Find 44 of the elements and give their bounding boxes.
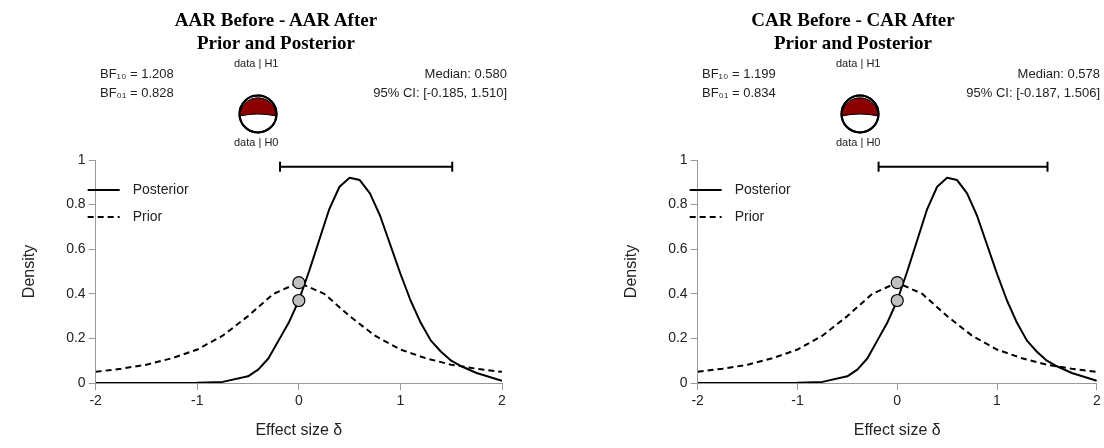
x-axis-title: Effect size δ xyxy=(853,420,941,438)
text: BF₁₀ = 1.199 xyxy=(702,66,776,81)
text: 95% CI: [-0.187, 1.506] xyxy=(966,85,1100,100)
text: data | H0 xyxy=(234,135,279,150)
y-axis-title: Density xyxy=(20,244,38,299)
x-axis-title: Effect size δ xyxy=(255,420,343,438)
chart-title: AAR Before - AAR After Prior and Posterior xyxy=(173,8,379,54)
y-tick-label: 1 xyxy=(77,150,86,167)
y-tick-label: 0.4 xyxy=(66,284,86,301)
legend-label: Posterior xyxy=(734,180,792,197)
legend-label: Posterior xyxy=(132,180,190,197)
y-tick-label: 0 xyxy=(77,373,86,390)
x-tick-label: 0 xyxy=(893,392,902,409)
chart-title: CAR Before - CAR After Prior and Posterior xyxy=(750,8,956,54)
x-tick-label: 1 xyxy=(993,392,1002,409)
x-tick-label: 1 xyxy=(396,392,405,409)
x-tick-label: 2 xyxy=(1092,392,1101,409)
x-tick-label: 0 xyxy=(294,392,303,409)
x-tick-label: -2 xyxy=(691,392,705,409)
text: Median: 0.580 xyxy=(424,66,507,81)
legend-label: Prior xyxy=(132,207,163,224)
y-tick-label: 1 xyxy=(679,150,688,167)
y-tick-label: 0.8 xyxy=(66,195,86,212)
y-tick-label: 0.2 xyxy=(668,329,688,346)
text: BF₁₀ = 1.208 xyxy=(100,66,174,81)
legend-label: Prior xyxy=(734,207,765,224)
text: data | H1 xyxy=(234,56,279,71)
y-tick-label: 0.6 xyxy=(66,240,86,257)
x-tick-label: -1 xyxy=(191,392,204,409)
text: 95% CI: [-0.185, 1.510] xyxy=(373,85,507,100)
y-tick-label: 0.4 xyxy=(668,284,688,301)
y-tick-label: 0.6 xyxy=(668,240,688,257)
text: BF₀₁ = 0.828 xyxy=(100,85,174,100)
text: BF₀₁ = 0.834 xyxy=(702,85,776,100)
y-tick-label: 0 xyxy=(679,373,688,390)
x-tick-label: -1 xyxy=(791,392,804,409)
y-tick-label: 0.8 xyxy=(668,195,688,212)
y-tick-label: 0.2 xyxy=(66,329,86,346)
text: data | H0 xyxy=(836,135,881,150)
text: data | H1 xyxy=(836,56,881,71)
x-tick-label: 2 xyxy=(498,392,507,409)
text: Median: 0.578 xyxy=(1017,66,1100,81)
x-tick-label: -2 xyxy=(89,392,103,409)
y-axis-title: Density xyxy=(622,244,640,299)
